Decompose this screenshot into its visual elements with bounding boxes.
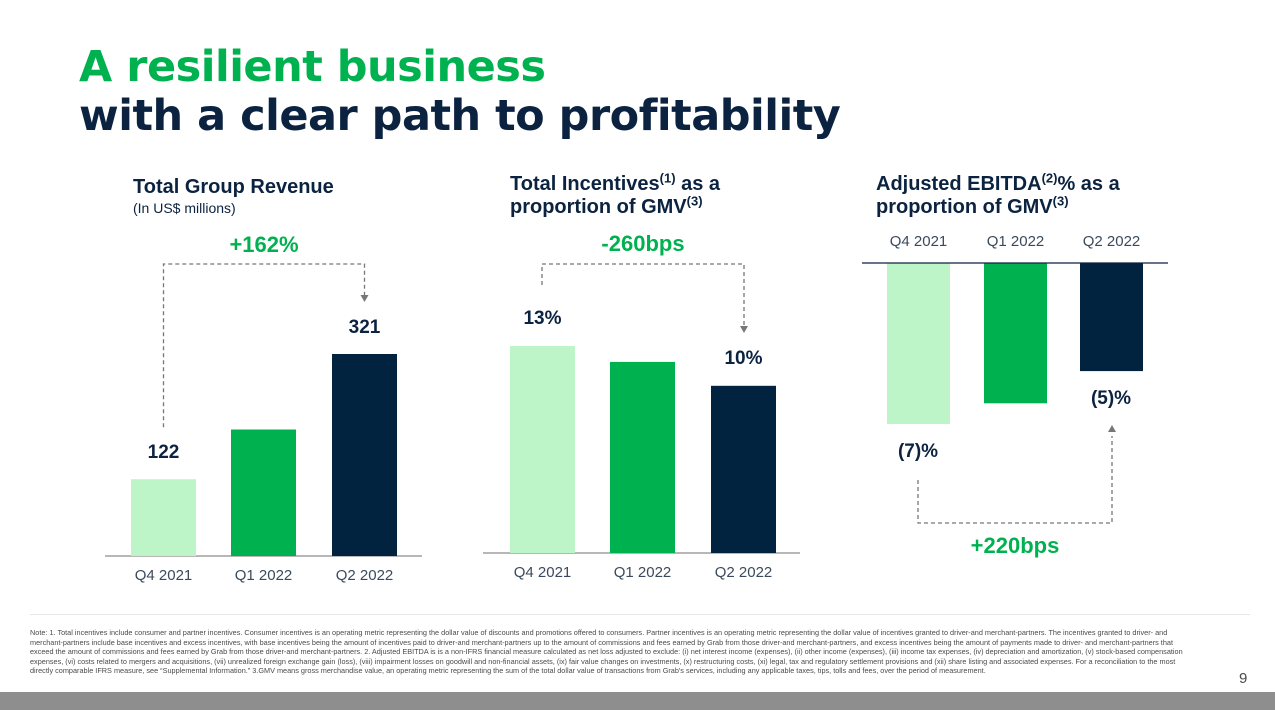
ebitda-tick-label: Q1 2022 — [987, 233, 1045, 250]
incentives-change-bracket — [541, 263, 745, 325]
incentives-bar-q1-2022 — [610, 361, 675, 553]
revenue-change-arrow — [360, 295, 369, 302]
ebitda-value-label: (7)% — [898, 441, 938, 462]
revenue-value-label: 321 — [349, 317, 381, 338]
charts-canvas: 122 Q4 2021 Q1 2022 321 Q2 2022 +162% 13% Q4 20… — [105, 231, 1168, 584]
incentives-bar-q4-2021 — [510, 346, 575, 553]
footnote-text: Note: 1. Total incentives include consum… — [30, 628, 1183, 676]
ebitda-chart-title: Adjusted EBITDA(2)% as a proportion of G… — [876, 170, 1120, 219]
page-title-line1: A resilient business — [79, 42, 546, 92]
incentives-title-c: proportion of GMV — [510, 196, 687, 218]
revenue-chart-title: Total Group Revenue — [133, 176, 334, 198]
page-title-line2: with a clear path to profitability — [79, 91, 841, 141]
ebitda-bar-q1-2022 — [984, 263, 1047, 404]
ebitda-bar-q2-2022 — [1080, 263, 1143, 372]
revenue-value-label: 122 — [148, 442, 180, 463]
incentives-bar-q2-2022 — [711, 385, 776, 553]
ebitda-title-c: proportion of GMV — [876, 196, 1053, 218]
ebitda-title-b: % as a — [1057, 173, 1120, 195]
revenue-tick-label: Q4 2021 — [135, 567, 193, 584]
revenue-tick-label: Q1 2022 — [235, 567, 293, 584]
incentives-footnote-ref-1: (1) — [659, 170, 676, 186]
revenue-bar-q4-2021 — [131, 479, 196, 556]
ebitda-change-bracket — [917, 436, 1113, 524]
revenue-change-label: +162% — [229, 232, 298, 257]
incentives-tick-label: Q4 2021 — [514, 564, 572, 581]
ebitda-change-label: +220bps — [971, 533, 1060, 558]
footnote-divider — [30, 614, 1250, 615]
revenue-bar-q2-2022 — [332, 354, 397, 556]
page-number: 9 — [1239, 670, 1248, 687]
revenue-change-bracket — [162, 263, 366, 428]
bottom-bar — [0, 692, 1275, 710]
revenue-bar-q1-2022 — [231, 429, 296, 556]
incentives-change-arrow — [740, 326, 748, 333]
incentives-title-a: Total Incentives — [510, 173, 660, 195]
incentives-tick-label: Q1 2022 — [614, 564, 672, 581]
ebitda-tick-label: Q4 2021 — [890, 233, 948, 250]
ebitda-value-label: (5)% — [1091, 388, 1131, 409]
incentives-change-label: -260bps — [601, 231, 684, 256]
revenue-tick-label: Q2 2022 — [336, 567, 394, 584]
incentives-footnote-ref-3: (3) — [686, 193, 703, 209]
incentives-tick-label: Q2 2022 — [715, 564, 773, 581]
incentives-value-label: 10% — [724, 348, 762, 369]
incentives-chart-title: Total Incentives(1) as a proportion of G… — [510, 170, 721, 219]
ebitda-footnote-ref-2: (2) — [1041, 170, 1058, 186]
ebitda-title-a: Adjusted EBITDA — [876, 173, 1042, 195]
revenue-chart-subtitle: (In US$ millions) — [133, 200, 236, 216]
incentives-title-b: as a — [675, 173, 721, 195]
ebitda-change-arrow — [1108, 425, 1116, 432]
ebitda-tick-label: Q2 2022 — [1083, 233, 1141, 250]
incentives-value-label: 13% — [523, 308, 561, 329]
ebitda-footnote-ref-3: (3) — [1052, 193, 1069, 209]
ebitda-bar-q4-2021 — [887, 263, 950, 424]
